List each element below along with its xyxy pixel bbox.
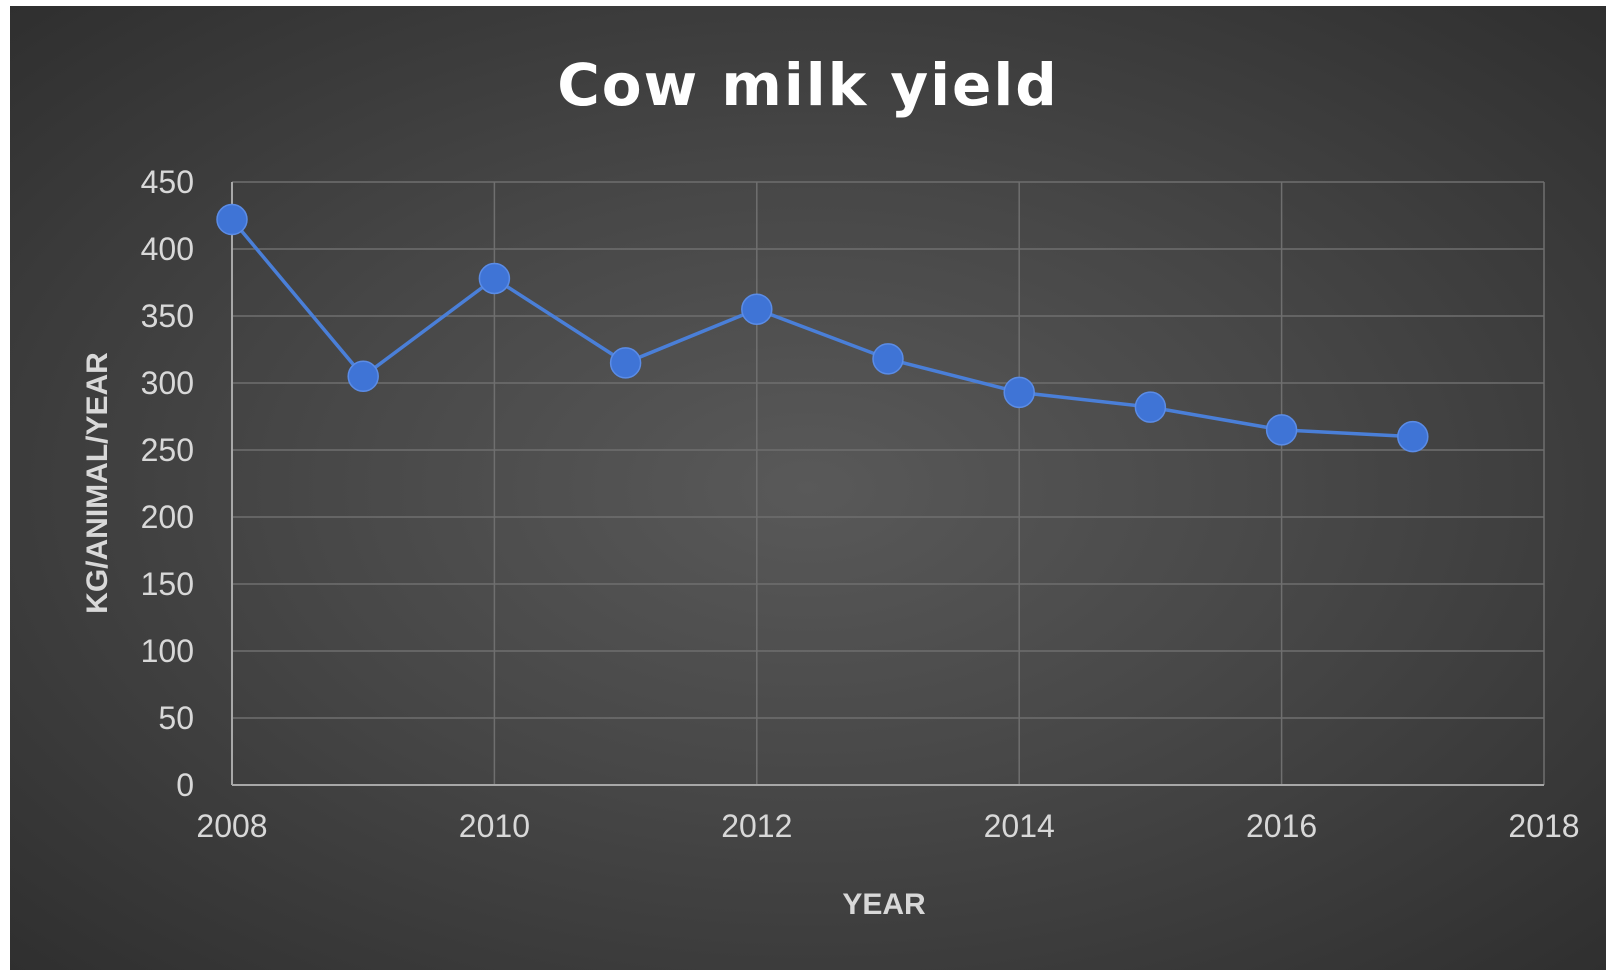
chart-title: Cow milk yield <box>557 51 1059 119</box>
y-tick-label: 0 <box>176 767 194 803</box>
x-tick-label: 2010 <box>459 808 530 844</box>
x-tick-label: 2016 <box>1246 808 1317 844</box>
x-tick-label: 2008 <box>196 808 267 844</box>
series-line <box>230 218 1413 439</box>
gridlines <box>232 181 1545 785</box>
axes <box>231 182 1544 786</box>
data-point <box>347 360 379 393</box>
y-axis-label: KG/ANIMAL/YEAR <box>81 352 114 614</box>
data-point <box>741 293 773 326</box>
x-axis-ticks: 2008 2010 2012 2014 2016 2018 <box>196 808 1579 844</box>
y-tick-label: 50 <box>158 700 194 736</box>
y-tick-label: 350 <box>141 298 194 334</box>
series-layer <box>216 203 1429 453</box>
x-tick-label: 2012 <box>721 808 792 844</box>
y-tick-label: 150 <box>141 566 194 602</box>
x-axis-label: YEAR <box>842 888 926 921</box>
data-point <box>1134 391 1167 423</box>
chart-background <box>10 6 1606 970</box>
y-tick-label: 250 <box>141 432 194 468</box>
data-point <box>478 262 511 295</box>
y-tick-label: 400 <box>141 231 194 267</box>
data-point <box>1265 414 1298 446</box>
y-axis-ticks: 0 50 100 150 200 250 300 350 400 450 <box>141 164 194 803</box>
y-tick-label: 100 <box>141 633 194 669</box>
data-point <box>1397 420 1429 453</box>
y-tick-label: 200 <box>141 499 194 535</box>
x-tick-label: 2018 <box>1508 808 1579 844</box>
y-tick-label: 450 <box>141 164 194 200</box>
data-point <box>216 203 248 236</box>
data-point <box>609 347 642 379</box>
data-point <box>872 343 904 375</box>
x-tick-label: 2014 <box>984 808 1055 844</box>
y-tick-label: 300 <box>141 365 194 401</box>
data-point <box>1003 376 1035 409</box>
